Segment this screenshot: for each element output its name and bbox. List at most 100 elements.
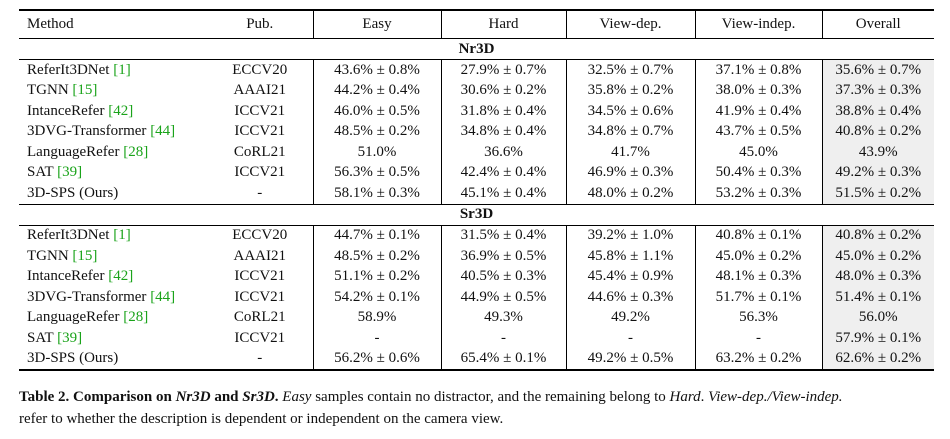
method-cell: ReferIt3DNet [1] [19,60,207,81]
table-row: 3DVG-Transformer [44] ICCV21 48.5% ± 0.2% 3… [19,121,934,142]
hard-cell: 44.9% ± 0.5% [440,287,566,308]
section-title: Sr3D [19,203,934,226]
table-row: TGNN [15] AAAI21 44.2% ± 0.4% 30.6% ± 0.2% 3… [19,80,934,102]
overall-cell: 40.8% ± 0.2% [821,225,934,246]
view-indep-cell: 43.7% ± 0.5% [694,121,822,142]
citation-link[interactable]: [39] [57,164,83,181]
citation-link[interactable]: [1] [113,227,131,244]
table-row: 3D-SPS (Ours) -56.2% ± 0.6% 65.4% ± 0.1% 49… [19,348,934,371]
method-cell: IntanceRefer [42] [19,267,207,288]
method-name: ReferIt3DNet [27,227,110,244]
overall-cell: 49.2% ± 0.3% [821,162,934,183]
citation-link[interactable]: [42] [108,268,134,285]
view-indep-cell: 51.7% ± 0.1% [694,287,822,308]
citation-link[interactable]: [15] [72,82,98,99]
view-indep-cell: 40.8% ± 0.1% [694,225,822,246]
table-row: ReferIt3DNet [1] ECCV20 43.6% ± 0.8% 27.9% … [19,59,934,81]
method-cell: 3D-SPS (Ours) [19,348,207,371]
method-cell: SAT [39] [19,328,207,349]
method-name: SAT [27,329,54,346]
method-name: 3D-SPS (Ours) [27,184,119,201]
method-name: 3DVG-Transformer [27,123,147,140]
hard-cell: - [440,328,566,349]
view-indep-cell: 48.1% ± 0.3% [694,266,822,287]
citation-link[interactable]: [28] [123,309,149,326]
method-cell: 3DVG-Transformer [44] [19,287,207,308]
view-dep-cell: 34.8% ± 0.7% [565,121,695,142]
header-easy: Easy [312,9,441,39]
hard-cell: 30.6% ± 0.2% [440,80,566,101]
overall-cell: 56.0% [821,307,934,328]
view-indep-cell: 38.0% ± 0.3% [694,80,822,101]
table-row: IntanceRefer [42] ICCV21 51.1% ± 0.2% 40.5%… [19,266,934,288]
method-name: 3DVG-Transformer [27,288,147,305]
header-overall: Overall [821,9,934,39]
view-dep-cell: 45.8% ± 1.1% [565,246,695,267]
view-dep-cell: 45.4% ± 0.9% [565,266,695,287]
view-dep-cell: 34.5% ± 0.6% [565,101,695,122]
hard-cell: 31.5% ± 0.4% [440,225,566,246]
method-name: IntanceRefer [27,102,105,119]
view-dep-cell: 48.0% ± 0.2% [565,183,695,204]
view-indep-cell: 63.2% ± 0.2% [694,348,822,371]
easy-cell: 58.9% [312,307,441,328]
publication-cell: ICCV21 [234,164,286,181]
header-view-indep: View-indep. [694,9,822,39]
view-dep-cell: - [565,328,695,349]
header-method: Method [19,9,207,39]
table-row: IntanceRefer [42] ICCV21 46.0% ± 0.5% 31.8%… [19,101,934,122]
view-indep-cell: 50.4% ± 0.3% [694,162,822,183]
citation-link[interactable]: [42] [108,102,134,119]
view-dep-cell: 49.2% [565,307,695,328]
header-pub: Pub. [207,9,313,39]
citation-link[interactable]: [1] [113,61,131,78]
table-row: TGNN [15] AAAI21 48.5% ± 0.2% 36.9% ± 0.5% 4… [19,246,934,267]
citation-link[interactable]: [44] [150,288,176,305]
method-cell: TGNN [15] [19,81,207,102]
caption-text-2: . [700,389,709,405]
publication-cell: CoRL21 [233,143,286,160]
caption-line-1: Table 2. Comparison on Nr3D and Sr3D. Ea… [19,386,939,408]
overall-cell: 38.8% ± 0.4% [821,101,934,122]
hard-cell: 36.6% [440,142,566,163]
method-name: IntanceRefer [27,268,105,285]
overall-cell: 62.6% ± 0.2% [821,348,934,371]
citation-link[interactable]: [39] [57,329,83,346]
caption-sr3d: Sr3D [242,389,275,405]
section-header-row: Sr3D [19,203,934,226]
caption-easy: Easy [282,389,312,405]
publication-cell: CoRL21 [233,309,286,326]
overall-cell: 40.8% ± 0.2% [821,121,934,142]
table-row: LanguageRefer [28] CoRL21 58.9% 49.3% 49.2% 5… [19,307,934,329]
hard-cell: 65.4% ± 0.1% [440,348,566,371]
method-cell: LanguageRefer [28] [19,142,207,163]
overall-cell: 51.4% ± 0.1% [821,287,934,308]
citation-link[interactable]: [15] [72,247,98,264]
view-dep-cell: 44.6% ± 0.3% [565,287,695,308]
publication-cell: AAAI21 [233,247,287,264]
publication-cell: AAAI21 [233,82,287,99]
easy-cell: 43.6% ± 0.8% [312,59,441,81]
view-dep-cell: 32.5% ± 0.7% [565,59,695,81]
method-cell: TGNN [15] [19,246,207,267]
table-row: SAT [39] ICCV21- - - -57.9% ± 0.1% [19,328,934,349]
easy-cell: 56.3% ± 0.5% [312,162,441,183]
citation-link[interactable]: [44] [150,123,176,140]
method-name: ReferIt3DNet [27,61,110,78]
view-indep-cell: - [694,328,822,349]
publication-cell: ECCV20 [232,61,288,78]
publication-cell: ECCV20 [232,227,288,244]
hard-cell: 49.3% [440,307,566,328]
easy-cell: 54.2% ± 0.1% [312,287,441,308]
overall-cell: 57.9% ± 0.1% [821,328,934,349]
citation-link[interactable]: [28] [123,143,149,160]
method-name: LanguageRefer [27,309,120,326]
overall-cell: 48.0% ± 0.3% [821,266,934,287]
hard-cell: 36.9% ± 0.5% [440,246,566,267]
caption-line-2: refer to whether the description is depe… [19,411,504,427]
easy-cell: 51.0% [312,142,441,163]
easy-cell: 51.1% ± 0.2% [312,266,441,287]
method-name: LanguageRefer [27,143,120,160]
method-cell: LanguageRefer [28] [19,308,207,329]
